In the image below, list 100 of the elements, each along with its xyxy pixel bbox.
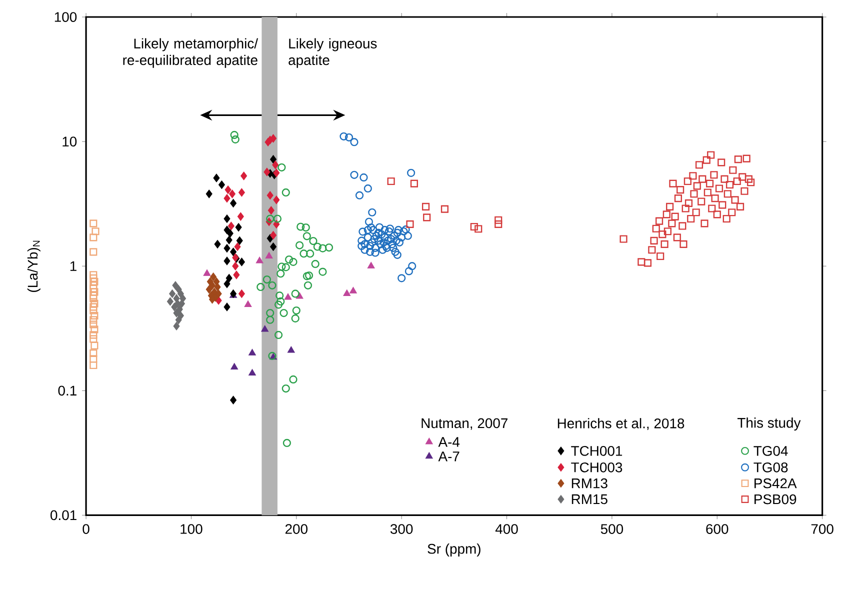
point <box>224 185 232 194</box>
point <box>282 438 291 447</box>
point <box>90 288 98 296</box>
point <box>210 272 217 281</box>
point <box>404 232 412 240</box>
point <box>224 194 230 202</box>
point <box>276 269 285 278</box>
point <box>284 255 294 264</box>
annotation: Likely metamorphic/ re-equilibrated apatite <box>123 38 258 68</box>
point <box>213 174 220 182</box>
point <box>172 281 179 290</box>
x-tick-label: 300 <box>390 524 413 534</box>
point <box>273 196 280 204</box>
point <box>270 154 277 164</box>
point <box>349 286 357 294</box>
point <box>230 130 238 139</box>
point <box>230 396 237 404</box>
point <box>264 168 270 176</box>
point <box>169 289 176 298</box>
point <box>360 246 369 254</box>
point <box>407 168 416 177</box>
point <box>282 263 290 272</box>
point <box>228 190 236 198</box>
legend-label: A-4 <box>438 437 460 447</box>
point <box>228 222 234 230</box>
x-tick-label: 100 <box>180 524 202 534</box>
point <box>360 173 368 182</box>
point <box>238 258 245 266</box>
point <box>358 228 367 236</box>
point <box>292 306 300 314</box>
point <box>371 248 380 257</box>
point <box>284 293 292 300</box>
point <box>302 272 311 280</box>
point <box>90 361 98 369</box>
point <box>282 384 290 392</box>
point <box>166 297 174 306</box>
annotation: Nutman, 2007 <box>422 418 508 430</box>
y-tick-label: 10 <box>62 136 77 146</box>
point <box>355 191 364 200</box>
y-axis-title: (La/Yb)$_{N}$ <box>27 240 40 292</box>
point <box>367 223 376 232</box>
point <box>209 281 216 290</box>
point <box>274 330 283 339</box>
point <box>178 299 186 308</box>
legend-label: TG08 <box>754 462 788 472</box>
point <box>395 238 404 246</box>
point <box>173 308 180 318</box>
point <box>302 232 311 240</box>
point <box>390 232 398 240</box>
point <box>234 242 241 251</box>
point <box>291 290 300 298</box>
point <box>380 233 389 242</box>
point <box>368 208 376 216</box>
point <box>90 220 98 228</box>
point <box>375 223 384 232</box>
point <box>230 198 237 208</box>
point <box>374 228 382 237</box>
point <box>177 289 184 298</box>
point <box>230 362 238 370</box>
point <box>387 234 396 243</box>
point <box>376 240 385 248</box>
point <box>364 184 372 192</box>
point <box>364 226 372 234</box>
point <box>214 240 221 248</box>
point <box>318 268 327 276</box>
point <box>171 302 178 312</box>
point <box>398 274 406 282</box>
point <box>268 206 274 215</box>
point <box>262 275 272 284</box>
legend-label: TCH001 <box>571 446 622 456</box>
point <box>90 326 98 334</box>
annotation: Henrichs et al., 2018 <box>558 418 684 430</box>
point <box>289 375 298 384</box>
point <box>340 132 348 140</box>
point <box>90 294 98 302</box>
point <box>224 280 230 288</box>
point <box>90 342 98 350</box>
point <box>92 227 100 236</box>
point <box>230 248 237 256</box>
point <box>368 238 376 246</box>
point <box>248 348 256 356</box>
x-tick-label: 600 <box>706 524 728 534</box>
point <box>287 346 295 353</box>
point <box>237 212 244 221</box>
point <box>266 190 274 200</box>
point <box>90 234 98 242</box>
point <box>90 274 98 282</box>
point <box>90 354 98 363</box>
point <box>90 335 98 343</box>
point <box>206 285 212 294</box>
point <box>384 227 394 236</box>
point <box>358 242 366 250</box>
point <box>276 297 285 306</box>
point <box>304 281 312 290</box>
x-tick-label: 200 <box>285 524 308 534</box>
point <box>289 258 298 266</box>
point <box>393 228 402 237</box>
legend-label: TG04 <box>754 446 788 456</box>
point <box>280 308 288 317</box>
x-tick-label: 400 <box>495 524 518 534</box>
